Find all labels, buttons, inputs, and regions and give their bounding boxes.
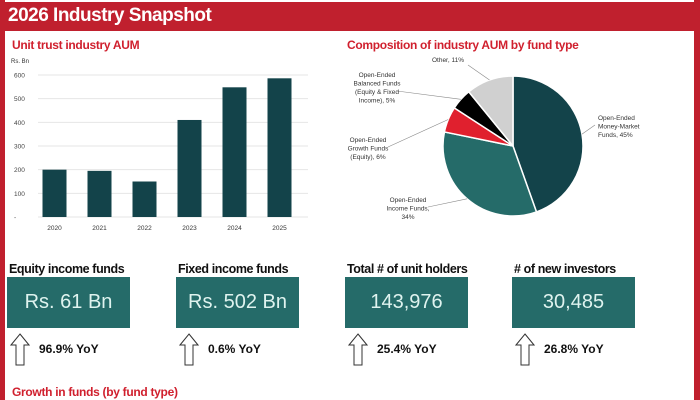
bar-2024 bbox=[222, 87, 247, 217]
kpi-value-box: 30,485 bbox=[512, 277, 635, 328]
leader-line bbox=[581, 124, 596, 135]
y-tick-label: 500 bbox=[14, 96, 25, 103]
pie-slice-4 bbox=[467, 75, 514, 149]
pie-label-line: (Equity), 6% bbox=[350, 154, 386, 161]
bar-2023 bbox=[177, 119, 202, 217]
pie-label: Open-Ended Income Funds, 34% bbox=[387, 197, 430, 221]
kpi-title: Total # of unit holders bbox=[347, 262, 468, 276]
pie-label-line: Balanced Funds bbox=[354, 81, 402, 88]
page-title: 2026 Industry Snapshot bbox=[0, 2, 700, 31]
pie-label: Other, 11% bbox=[432, 57, 464, 64]
bar-2021 bbox=[87, 170, 112, 217]
up-arrow-icon bbox=[348, 333, 368, 366]
y-tick-label: - bbox=[14, 215, 16, 222]
kpi-title: # of new investors bbox=[514, 262, 616, 276]
kpi-yoy: 26.8% YoY bbox=[544, 342, 604, 356]
pie-label-line: Growth Funds bbox=[348, 146, 390, 153]
kpi-title: Fixed income funds bbox=[178, 262, 289, 276]
bar-chart-title: Unit trust industry AUM bbox=[12, 38, 140, 52]
leader-line bbox=[427, 198, 468, 208]
x-tick-label: 2024 bbox=[227, 225, 242, 232]
pie-label-line: Income Funds, bbox=[387, 206, 430, 213]
y-tick-label: 600 bbox=[14, 73, 25, 80]
bar-2022 bbox=[132, 181, 157, 217]
x-tick-label: 2023 bbox=[182, 225, 197, 232]
leader-line bbox=[387, 119, 449, 148]
pie-label-line: Open-Ended bbox=[390, 197, 427, 204]
x-tick-label: 2021 bbox=[92, 225, 107, 232]
kpi-yoy: 0.6% YoY bbox=[208, 342, 261, 356]
kpi-yoy: 25.4% YoY bbox=[377, 342, 437, 356]
x-tick-label: 2022 bbox=[137, 225, 152, 232]
kpi-title: Equity income funds bbox=[9, 262, 125, 276]
bar-2025 bbox=[267, 78, 292, 218]
up-arrow-icon bbox=[515, 333, 535, 366]
pie-label: Open-Ended Balanced Funds (Equity & Fixed I… bbox=[354, 72, 402, 105]
pie-label-line: Open-Ended bbox=[350, 137, 387, 144]
kpi-value-box: 143,976 bbox=[345, 277, 468, 328]
up-arrow-icon bbox=[179, 333, 199, 366]
pie-label-line: Funds, 45% bbox=[598, 132, 633, 139]
kpi-yoy: 96.9% YoY bbox=[39, 342, 99, 356]
pie-label-line: Money-Market bbox=[598, 124, 640, 131]
pie-label-line: Open-Ended bbox=[598, 115, 635, 122]
kpi-value-box: Rs. 502 Bn bbox=[176, 277, 299, 328]
y-axis-label: Rs. Bn bbox=[11, 59, 29, 65]
leader-line bbox=[467, 64, 490, 81]
kpi-value-box: Rs. 61 Bn bbox=[7, 277, 130, 328]
pie-label-line: Income), 5% bbox=[359, 98, 396, 105]
y-tick-label: 100 bbox=[14, 191, 25, 198]
pie-label-line: (Equity & Fixed bbox=[355, 89, 399, 96]
x-tick-label: 2020 bbox=[47, 225, 62, 232]
y-tick-label: 400 bbox=[14, 120, 25, 127]
pie-slice-1 bbox=[442, 131, 538, 217]
pie-label-line: Open-Ended bbox=[359, 72, 396, 79]
up-arrow-icon bbox=[10, 333, 30, 366]
aum-pie-chart: Open-Ended Money-Market Funds, 45%Open-End… bbox=[348, 57, 640, 221]
y-tick-label: 200 bbox=[14, 167, 25, 174]
aum-bar-chart: Rs. Bn - 100 200 300 400 500 600 2020 2021 2022 202… bbox=[11, 59, 308, 232]
pie-slice-0 bbox=[512, 75, 584, 213]
growth-section-title: Growth in funds (by fund type) bbox=[12, 385, 178, 399]
pie-label-line: 34% bbox=[401, 214, 414, 221]
leader-line bbox=[396, 90, 461, 100]
pie-label-line: Other, 11% bbox=[432, 57, 464, 64]
bar-2020 bbox=[42, 169, 67, 217]
pie-label: Open-Ended Growth Funds (Equity), 6% bbox=[348, 137, 390, 161]
x-tick-label: 2025 bbox=[272, 225, 287, 232]
y-tick-label: 300 bbox=[14, 144, 25, 151]
pie-label: Open-Ended Money-Market Funds, 45% bbox=[598, 115, 640, 139]
pie-chart-title: Composition of industry AUM by fund type bbox=[347, 38, 579, 52]
